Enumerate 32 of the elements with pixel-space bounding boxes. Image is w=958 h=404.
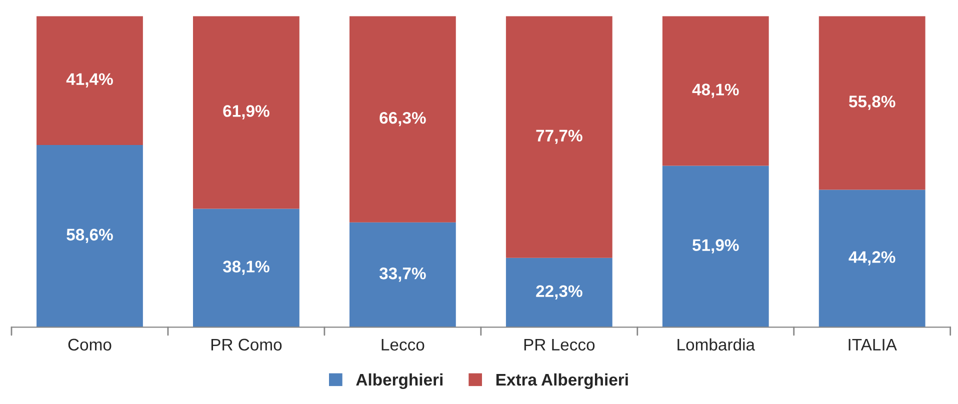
data-label: 61,9% (223, 105, 270, 120)
data-label: 58,6% (66, 228, 113, 243)
x-tick-label: PR Como (211, 338, 282, 351)
data-label: 51,9% (692, 239, 739, 254)
bar (36, 16, 143, 145)
bar (193, 208, 300, 328)
data-label: 55,8% (848, 96, 896, 110)
x-tick-label: Lecco (382, 338, 424, 351)
data-label: 41,4% (66, 73, 113, 88)
data-label: 77,7% (536, 130, 582, 144)
bar (193, 16, 300, 209)
x-tick-label: Como (68, 338, 112, 351)
bar (662, 16, 769, 166)
x-tick-label: Lombardia (678, 338, 756, 351)
bar (36, 144, 143, 328)
data-label: 44,2% (848, 251, 896, 266)
bar (662, 166, 769, 328)
data-label: 22,3% (536, 285, 582, 300)
data-label: 38,1% (222, 260, 270, 275)
legend-label: Extra Alberghieri (496, 373, 628, 389)
data-label: 66,3% (380, 112, 426, 126)
bar (506, 16, 612, 258)
bar (506, 258, 612, 328)
data-label: 33,7% (379, 267, 426, 282)
bar (818, 190, 926, 328)
data-label: 48,1% (692, 84, 739, 98)
x-tick-label: PR Lecco (524, 338, 595, 351)
bar (349, 222, 456, 328)
bar (818, 16, 926, 190)
bar (349, 16, 456, 222)
x-tick-label: ITALIA (848, 338, 897, 350)
legend-label: Alberghieri (356, 373, 442, 389)
